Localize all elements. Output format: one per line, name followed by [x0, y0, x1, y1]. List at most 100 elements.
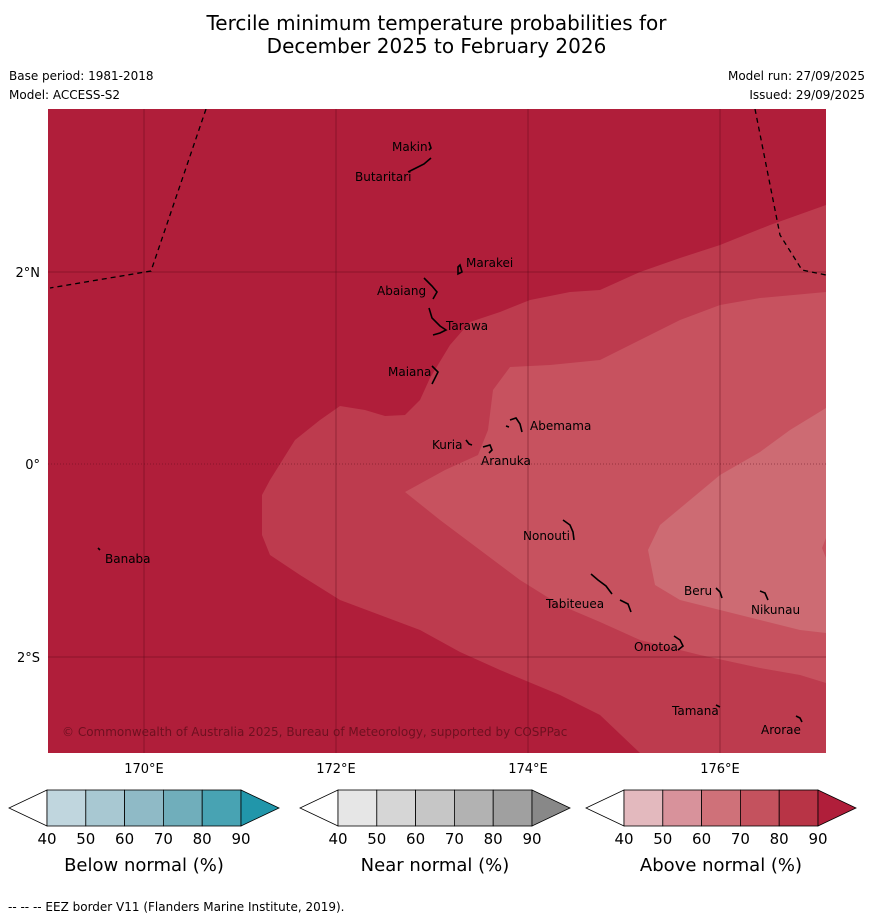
near-normal-swatch	[492, 789, 533, 827]
below-normal-over-tip	[240, 789, 280, 827]
island-shape-arorae	[795, 715, 803, 723]
island-label-abemama: Abemama	[530, 419, 591, 433]
below-normal-legend-title: Below normal (%)	[64, 855, 224, 876]
island-shape-aranuka	[482, 444, 493, 454]
island-label-tarawa: Tarawa	[445, 319, 488, 333]
lat-label-2n: 2°N	[16, 266, 41, 281]
lon-label-174: 174°E	[508, 762, 548, 777]
near-normal-legend-title: Near normal (%)	[361, 855, 510, 876]
below-normal-under-tip	[8, 789, 48, 827]
above-normal-legend-title: Above normal (%)	[640, 855, 802, 876]
near-normal-tick-label: 60	[406, 830, 425, 848]
island-shape-tabiteuea	[590, 573, 632, 613]
island-label-kuria: Kuria	[432, 438, 463, 452]
island-label-banaba: Banaba	[105, 552, 151, 566]
map-title: Tercile minimum temperature probabilitie…	[0, 12, 873, 58]
below-normal-legend: 40 50 60 70 80 90 Below normal (%)	[8, 789, 280, 876]
below-normal-tick-label: 70	[154, 830, 173, 848]
below-normal-swatch	[46, 789, 87, 827]
graticule	[48, 109, 826, 753]
near-normal-legend: 40 50 60 70 80 90 Near normal (%)	[299, 789, 571, 876]
eez-border-west	[49, 109, 207, 289]
island-shape-onotoa	[673, 635, 685, 651]
above-normal-swatch	[623, 789, 664, 827]
below-normal-tick-label: 80	[193, 830, 212, 848]
model-run: Model run: 27/09/2025	[727, 69, 865, 83]
above-normal-legend: 40 50 60 70 80 90 Above normal (%)	[585, 789, 857, 876]
below-normal-swatch	[85, 789, 126, 827]
island-label-aranuka: Aranuka	[481, 454, 531, 468]
island-label-tabiteuea: Tabiteuea	[545, 597, 604, 611]
above-normal-tick-label: 60	[692, 830, 711, 848]
island-shape-makin	[428, 141, 432, 151]
base-period: Base period: 1981-2018	[9, 69, 154, 83]
island-shape-kuria	[465, 439, 473, 446]
near-normal-over-tip	[531, 789, 571, 827]
title-line-2: December 2025 to February 2026	[266, 34, 607, 58]
below-normal-swatch	[162, 789, 203, 827]
island-shape-tamana	[715, 704, 721, 708]
near-normal-swatch	[337, 789, 378, 827]
near-normal-tick-label: 70	[445, 830, 464, 848]
island-label-makin: Makin	[392, 140, 428, 154]
lat-label-2s: 2°S	[17, 651, 40, 666]
island-shape-banaba	[97, 547, 101, 551]
below-normal-swatch	[201, 789, 242, 827]
island-label-maiana: Maiana	[388, 365, 431, 379]
above-normal-over-tip	[817, 789, 857, 827]
band-60	[648, 408, 826, 633]
below-normal-tick-label: 60	[115, 830, 134, 848]
island-shape-butaritari	[407, 157, 432, 173]
near-normal-swatch	[376, 789, 416, 827]
near-normal-tick-label: 50	[367, 830, 386, 848]
above-normal-tick-label: 90	[808, 830, 827, 848]
near-normal-tick-label: 80	[484, 830, 503, 848]
lon-label-172: 172°E	[316, 762, 356, 777]
axis-labels: 2°N 0° 2°S 170°E 172°E 174°E 176°E	[16, 266, 740, 777]
above-normal-tick-label: 80	[770, 830, 789, 848]
near-normal-swatch	[415, 789, 455, 827]
model-name: Model: ACCESS-S2	[9, 88, 121, 102]
below-normal-tick-label: 50	[76, 830, 95, 848]
eez-footnote: -- -- -- EEZ border V11 (Flanders Marine…	[8, 900, 345, 914]
issued-date: Issued: 29/09/2025	[749, 88, 865, 102]
title-line-1: Tercile minimum temperature probabilitie…	[206, 11, 667, 35]
copyright-notice: © Commonwealth of Australia 2025, Bureau…	[62, 725, 567, 739]
island-label-tamana: Tamana	[671, 704, 719, 718]
island-label-arorae: Arorae	[761, 723, 801, 737]
above-normal-swatch	[701, 789, 741, 827]
island-label-butaritari: Butaritari	[355, 170, 412, 184]
below-normal-tick-label: 40	[37, 830, 56, 848]
near-normal-tick-label: 40	[328, 830, 347, 848]
island-label-nonouti: Nonouti	[523, 529, 570, 543]
eez-borders	[49, 109, 826, 289]
island-outlines	[97, 141, 803, 723]
near-normal-tick-label: 90	[522, 830, 541, 848]
island-label-nikunau: Nikunau	[751, 603, 800, 617]
island-shape-nikunau	[759, 590, 769, 601]
island-shape-maiana	[431, 365, 439, 385]
above-normal-swatch	[740, 789, 780, 827]
island-label-onotoa: Onotoa	[634, 640, 678, 654]
island-labels: Makin Butaritari Marakei Abaiang Tarawa …	[105, 140, 801, 737]
lon-label-176: 176°E	[700, 762, 740, 777]
near-normal-under-tip	[299, 789, 339, 827]
island-label-marakei: Marakei	[466, 256, 513, 270]
eez-border-east	[754, 109, 826, 276]
island-label-abaiang: Abaiang	[377, 284, 426, 298]
island-shape-beru	[715, 587, 723, 599]
above-normal-tick-label: 70	[731, 830, 750, 848]
island-label-beru: Beru	[684, 584, 712, 598]
above-normal-swatch	[778, 789, 819, 827]
above-normal-tick-label: 40	[614, 830, 633, 848]
near-normal-swatch	[453, 789, 494, 827]
above-normal-under-tip	[585, 789, 625, 827]
island-shape-tarawa	[428, 307, 448, 336]
island-shape-abemama	[505, 417, 523, 433]
island-shape-nonouti	[562, 519, 575, 541]
island-shape-marakei	[457, 263, 463, 276]
map-area: Makin Butaritari Marakei Abaiang Tarawa …	[48, 109, 826, 753]
lat-label-0: 0°	[25, 458, 40, 473]
island-shape-abaiang	[423, 277, 438, 300]
